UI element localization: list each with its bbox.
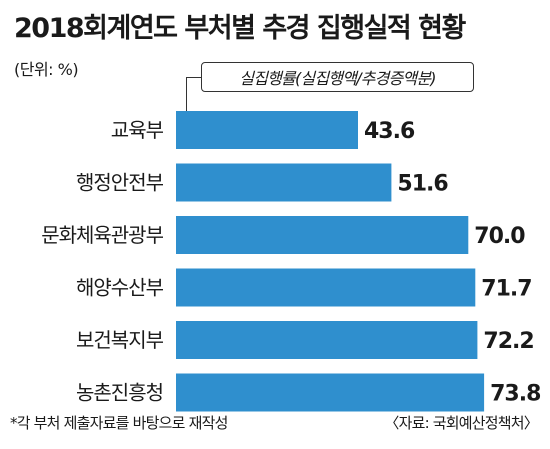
- value-label: 43.6: [364, 119, 415, 144]
- value-label: 51.6: [397, 172, 448, 197]
- bar: [176, 163, 392, 202]
- value-label: 73.8: [490, 382, 540, 407]
- category-label: 문화체육관광부: [41, 223, 163, 247]
- source-note: 〈자료: 국회예산정책처〉: [384, 414, 538, 432]
- value-label: 70.0: [474, 224, 525, 249]
- unit-label: (단위: %): [14, 60, 79, 79]
- legend-box: 실집행률(실집행액/추경증액분): [201, 62, 474, 92]
- bar: [176, 111, 358, 149]
- category-label: 농촌진흥청: [76, 381, 163, 405]
- legend-leader-vertical: [186, 77, 187, 111]
- bar: [176, 373, 485, 412]
- legend-label: 실집행률(실집행액/추경증액분): [239, 69, 436, 88]
- bar: [176, 216, 469, 254]
- chart-title: 2018회계연도 부처별 추경 집행실적 현황: [14, 13, 466, 44]
- category-label: 해양수산부: [76, 276, 164, 300]
- category-label: 보건복지부: [76, 328, 164, 352]
- legend-leader-horizontal: [186, 77, 201, 78]
- bar: [176, 268, 476, 307]
- bar: [176, 321, 478, 359]
- category-label: 교육부: [111, 118, 164, 142]
- category-label: 행정안전부: [76, 171, 164, 195]
- value-label: 71.7: [481, 277, 531, 302]
- value-label: 72.2: [483, 329, 533, 354]
- footnote: *각 부처 제출자료를 바탕으로 재작성: [10, 414, 228, 432]
